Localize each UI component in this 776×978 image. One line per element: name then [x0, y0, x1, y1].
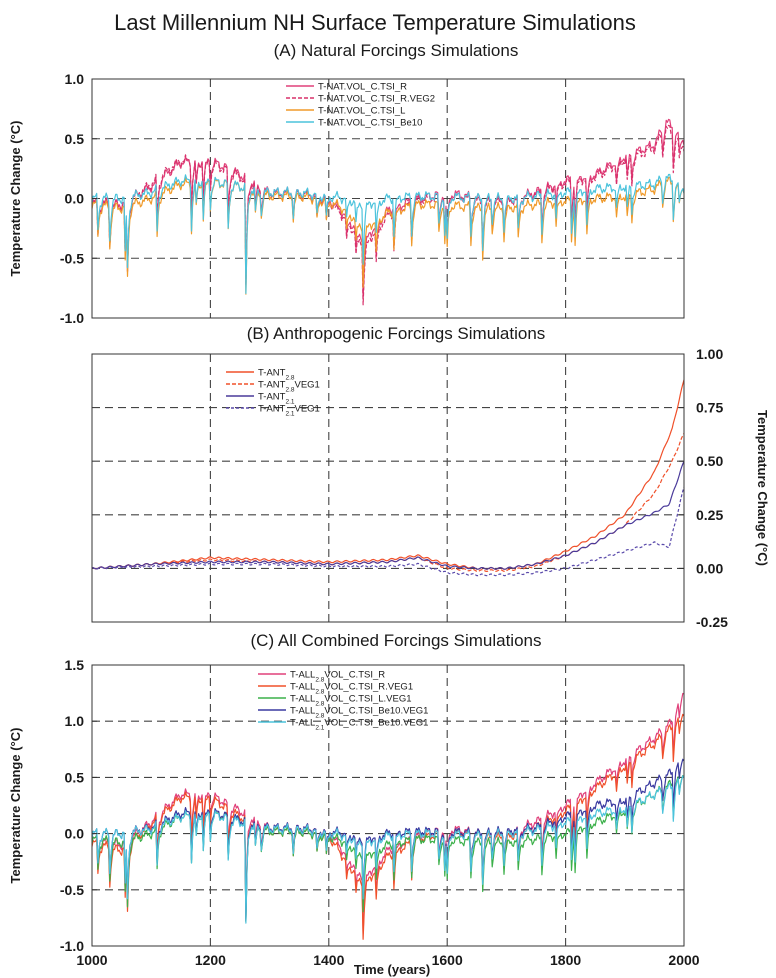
legend-label: T-ANT2.1 [258, 392, 295, 406]
series-line-1 [92, 118, 684, 300]
panel-title: (B) Anthropogenic Forcings Simulations [247, 324, 546, 343]
legend-label: T-ANT2.1VEG1 [258, 404, 320, 418]
x-tick-label: 1200 [195, 952, 226, 968]
legend-label: T-NAT.VOL_C.TSI_R.VEG2 [318, 94, 435, 105]
legend: T-ALL2.8VOL_C.TSI_RT-ALL2.8VOL_C.TSI_R.V… [258, 670, 428, 732]
legend-label: T-NAT.VOL_C.TSI_Be10 [318, 118, 422, 129]
y-axis-label: Temperature Change (°C) [8, 121, 23, 277]
y-tick-label: 0.0 [65, 826, 85, 842]
series-line-1 [92, 379, 684, 570]
panel-3: (C) All Combined Forcings Simulations 1.5… [8, 631, 700, 968]
x-tick-label: 2000 [668, 952, 699, 968]
legend-label: T-ANT2.8 [258, 368, 295, 382]
y-tick-label: 1.0 [65, 71, 85, 87]
y-axis-label: Temperature Change (°C) [755, 410, 770, 566]
series-line-3 [92, 460, 684, 570]
legend-label: T-ALL2.8VOL_C.TSI_R [290, 670, 385, 684]
legend: T-NAT.VOL_C.TSI_RT-NAT.VOL_C.TSI_R.VEG2T… [286, 82, 435, 129]
y-tick-label: -0.5 [60, 250, 84, 266]
legend-label: T-ANT2.8VEG1 [258, 380, 320, 394]
panels: (A) Natural Forcings Simulations 1.0 0.5 0.… [8, 41, 770, 968]
y-tick-label: 0.25 [696, 507, 723, 523]
legend-label: T-ALL2.8VOL_C.TSI_Be10.VEG1 [290, 706, 428, 720]
legend-label: T-NAT.VOL_C.TSI_R [318, 82, 407, 93]
panel-1: (A) Natural Forcings Simulations 1.0 0.5 0.… [8, 41, 685, 326]
y-tick-label: 1.5 [65, 657, 85, 673]
y-tick-label: 0.75 [696, 400, 723, 416]
series-line-2 [92, 433, 684, 572]
panel-title: (A) Natural Forcings Simulations [274, 41, 519, 60]
series-line-5 [92, 775, 684, 924]
series-line-4 [92, 486, 684, 577]
x-tick-label: 1800 [550, 952, 581, 968]
y-tick-label: 0.5 [65, 131, 85, 147]
series-line-3 [92, 176, 684, 295]
x-tick-label: 1600 [432, 952, 463, 968]
legend-label: T-ALL2.1VOL_C.TSI_Be10.VEG1 [290, 718, 428, 732]
y-tick-label: -0.25 [696, 614, 728, 630]
plot-frame [91, 353, 685, 623]
series-line-2 [92, 713, 684, 940]
legend-label: T-ALL2.8VOL_C.TSI_L.VEG1 [290, 694, 412, 708]
y-tick-label: -0.5 [60, 882, 84, 898]
figure-title: Last Millennium NH Surface Temperature S… [114, 10, 636, 35]
series-line-2 [92, 124, 684, 306]
panel-2: (B) Anthropogenic Forcings Simulations 1.… [91, 324, 770, 630]
y-tick-label: -1.0 [60, 310, 84, 326]
y-tick-label: 0.5 [65, 769, 85, 785]
y-tick-label: -1.0 [60, 938, 84, 954]
legend-label: T-NAT.VOL_C.TSI_L [318, 106, 405, 117]
y-tick-label: 0.0 [65, 191, 85, 207]
y-tick-label: 0.50 [696, 453, 723, 469]
plot-frame [91, 664, 685, 947]
x-axis-label: Time (years) [354, 962, 430, 977]
legend-label: T-ALL2.8VOL_C.TSI_R.VEG1 [290, 682, 413, 696]
series-line-4 [92, 173, 684, 294]
y-tick-label: 1.00 [696, 346, 723, 362]
y-tick-label: 0.00 [696, 560, 723, 576]
x-tick-label: 1000 [76, 952, 107, 968]
panel-title: (C) All Combined Forcings Simulations [251, 631, 542, 650]
y-tick-label: 1.0 [65, 713, 85, 729]
x-tick-label: 1400 [313, 952, 344, 968]
series-line-1 [92, 692, 684, 935]
y-axis-label: Temperature Change (°C) [8, 728, 23, 884]
